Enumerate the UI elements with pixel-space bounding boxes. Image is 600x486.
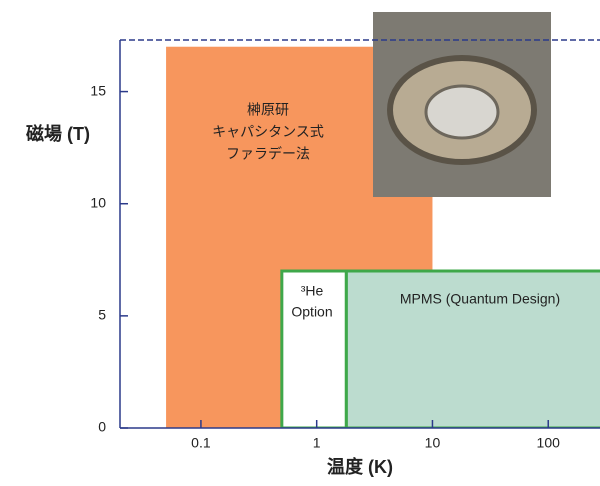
region-label: 榊原研: [247, 102, 289, 118]
x-tick-label: 10: [425, 435, 441, 451]
photo-device: [426, 86, 498, 138]
chart: 磁場 (T) 温度 (K) 榊原研キャパシタンス式ファラデー法 MPMS (Qua…: [0, 0, 600, 486]
y-tick-label: 0: [98, 419, 106, 435]
y-axis-label: 磁場 (T): [26, 123, 90, 144]
y-tick-label: 15: [90, 82, 106, 98]
region-label: Option: [291, 304, 332, 320]
region-label: ³He: [301, 283, 324, 299]
x-tick-label: 0.1: [191, 435, 211, 451]
region-label: ファラデー法: [226, 146, 310, 162]
region-label: MPMS (Quantum Design): [400, 291, 560, 307]
y-tick-label: 5: [98, 307, 106, 323]
x-tick-label: 100: [537, 435, 561, 451]
region-label: キャパシタンス式: [212, 124, 324, 140]
x-axis-label: 温度 (K): [327, 456, 393, 477]
x-tick-label: 1: [313, 435, 321, 451]
y-tick-label: 10: [90, 194, 106, 210]
